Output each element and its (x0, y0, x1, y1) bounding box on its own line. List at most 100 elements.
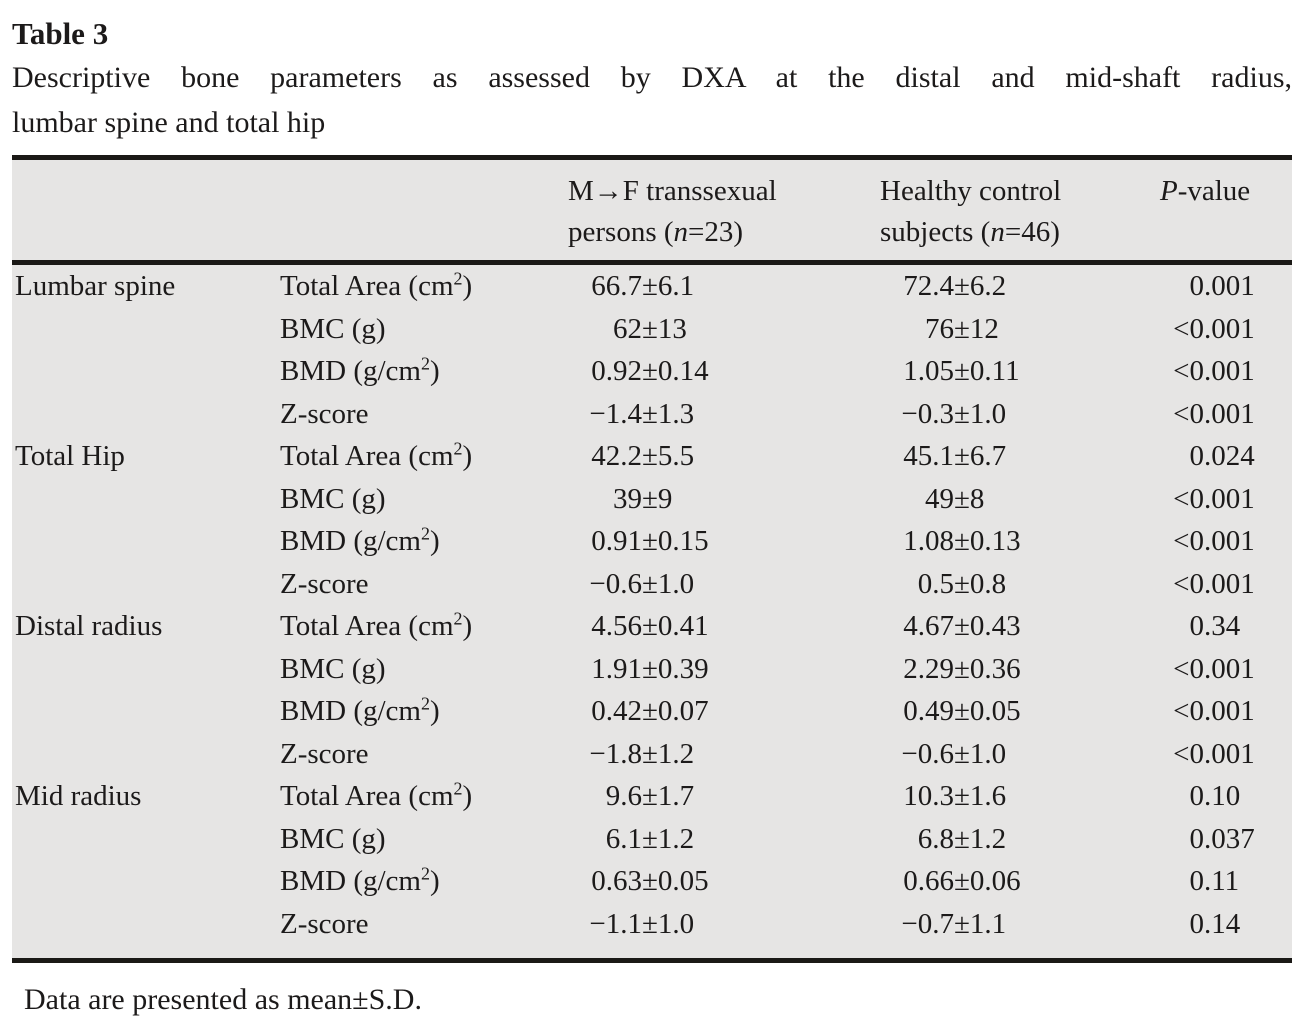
section-cell (12, 563, 280, 606)
plus-minus: ± (954, 907, 970, 940)
control-value-cell: 49±8 (925, 482, 985, 515)
data-table: M→F transsexual persons (n=23) Healthy c… (12, 160, 1292, 945)
plus-minus: ± (642, 397, 658, 430)
param-cell: BMD (g/cm2) (280, 353, 440, 387)
mtf-value-cell: 4.56±0.41 (591, 610, 709, 642)
plus-minus: ± (954, 482, 970, 515)
plus-minus: ± (642, 525, 658, 557)
plus-minus: ± (954, 270, 970, 302)
plus-minus: ± (954, 397, 970, 430)
pvalue-cell: 0.10 (1189, 780, 1241, 812)
pvalue-cell: <0.001 (1173, 482, 1255, 515)
mtf-value-cell: −1.4±1.3 (589, 397, 695, 430)
control-value-cell: −0.7±1.1 (901, 907, 1007, 940)
plus-minus: ± (642, 440, 658, 472)
mtf-value-cell: 1.91±0.39 (591, 652, 709, 685)
param-cell: BMD (g/cm2) (280, 863, 440, 897)
section-cell (12, 903, 280, 946)
header-row: M→F transsexual persons (n=23) Healthy c… (12, 160, 1292, 265)
plus-minus: ± (642, 695, 658, 727)
mtf-value-cell: 42.2±5.5 (591, 440, 695, 472)
param-cell: Z-score (280, 397, 369, 430)
section-cell (12, 520, 280, 563)
caption-line-2: lumbar spine and total hip (12, 106, 326, 139)
plus-minus: ± (642, 737, 658, 770)
param-cell: Z-score (280, 567, 369, 600)
control-value-cell: 1.08±0.13 (903, 525, 1021, 557)
table-row: BMC (g) 6.1±1.2 6.8±1.2 0.037 (12, 818, 1292, 861)
mtf-value-cell: 9.6±1.7 (605, 780, 695, 812)
section-cell (12, 393, 280, 436)
superscript: 2 (420, 693, 430, 714)
plus-minus: ± (642, 355, 658, 387)
table-row: Lumbar spine Total Area (cm2) 66.7±6.1 7… (12, 263, 1292, 308)
control-value-cell: 6.8±1.2 (917, 822, 1007, 855)
mtf-value-cell: 39±9 (613, 482, 673, 515)
control-value-cell: −0.3±1.0 (901, 397, 1007, 430)
col-header-parameter (280, 160, 568, 265)
control-value-cell: 2.29±0.36 (903, 652, 1021, 685)
data-table-container: M→F transsexual persons (n=23) Healthy c… (12, 155, 1292, 963)
table-row: Z-score −1.4±1.3 −0.3±1.0 <0.001 (12, 393, 1292, 436)
plus-minus: ± (642, 312, 658, 345)
col-header-control-line2: subjects (n=46) (880, 216, 1060, 248)
table-row: Mid radius Total Area (cm2) 9.6±1.7 10.3… (12, 775, 1292, 818)
mtf-value-cell: 0.42±0.07 (591, 695, 709, 727)
section-cell (12, 818, 280, 861)
plus-minus: ± (954, 652, 970, 685)
param-cell: Total Area (cm2) (280, 438, 473, 472)
mtf-value-cell: −1.8±1.2 (589, 737, 695, 770)
plus-minus: ± (954, 737, 970, 770)
plus-minus: ± (954, 525, 970, 557)
plus-minus: ± (642, 865, 658, 897)
pvalue-cell: <0.001 (1173, 312, 1255, 345)
table-row: BMD (g/cm2) 0.92±0.14 1.05±0.11 <0.001 (12, 350, 1292, 393)
param-cell: Z-score (280, 907, 369, 940)
table-row: BMD (g/cm2) 0.91±0.15 1.08±0.13 <0.001 (12, 520, 1292, 563)
section-cell (12, 478, 280, 521)
section-cell: Total Hip (15, 440, 125, 472)
mtf-value-cell: 0.91±0.15 (591, 525, 709, 557)
mtf-value-cell: 6.1±1.2 (605, 822, 695, 855)
section-cell: Distal radius (15, 610, 163, 642)
pvalue-cell: 0.024 (1189, 440, 1255, 472)
plus-minus: ± (642, 822, 658, 855)
plus-minus: ± (954, 312, 970, 345)
control-value-cell: −0.6±1.0 (901, 737, 1007, 770)
plus-minus: ± (642, 482, 658, 515)
pvalue-cell: <0.001 (1173, 567, 1255, 600)
plus-minus: ± (642, 567, 658, 600)
control-value-cell: 4.67±0.43 (903, 610, 1021, 642)
plus-minus: ± (642, 780, 658, 812)
plus-minus: ± (954, 695, 970, 727)
superscript: 2 (453, 268, 463, 289)
pvalue-cell: <0.001 (1173, 695, 1255, 727)
table-row: BMC (g) 39±9 49±8 <0.001 (12, 478, 1292, 521)
param-cell: BMC (g) (280, 482, 386, 515)
pvalue-cell: <0.001 (1173, 652, 1255, 685)
control-value-cell: 76±12 (925, 312, 999, 345)
p-italic: P (1160, 175, 1178, 207)
n-italic: n (990, 216, 1005, 248)
section-cell: Mid radius (15, 780, 142, 812)
param-cell: BMC (g) (280, 312, 386, 345)
mtf-value-cell: −0.6±1.0 (589, 567, 695, 600)
pvalue-cell: 0.14 (1189, 907, 1241, 940)
mtf-value-cell: 0.92±0.14 (591, 355, 709, 387)
superscript: 2 (420, 353, 430, 374)
table-row: Total Hip Total Area (cm2) 42.2±5.5 45.1… (12, 435, 1292, 478)
plus-minus: ± (954, 780, 970, 812)
control-value-cell: 1.05±0.11 (903, 355, 1020, 387)
pvalue-cell: 0.34 (1189, 610, 1241, 642)
n-italic: n (673, 216, 689, 248)
table-label: Table 3 (12, 16, 109, 51)
superscript: 2 (453, 778, 463, 799)
section-cell: Lumbar spine (15, 270, 176, 302)
table-caption: Descriptive bone parameters as assessed … (12, 55, 1292, 145)
pvalue-cell: 0.037 (1189, 822, 1255, 855)
plus-minus: ± (954, 567, 970, 600)
mtf-value-cell: 62±13 (613, 312, 687, 345)
pvalue-cell: <0.001 (1173, 397, 1255, 430)
control-value-cell: 0.5±0.8 (917, 567, 1007, 600)
table-row: BMC (g) 62±13 76±12 <0.001 (12, 308, 1292, 351)
